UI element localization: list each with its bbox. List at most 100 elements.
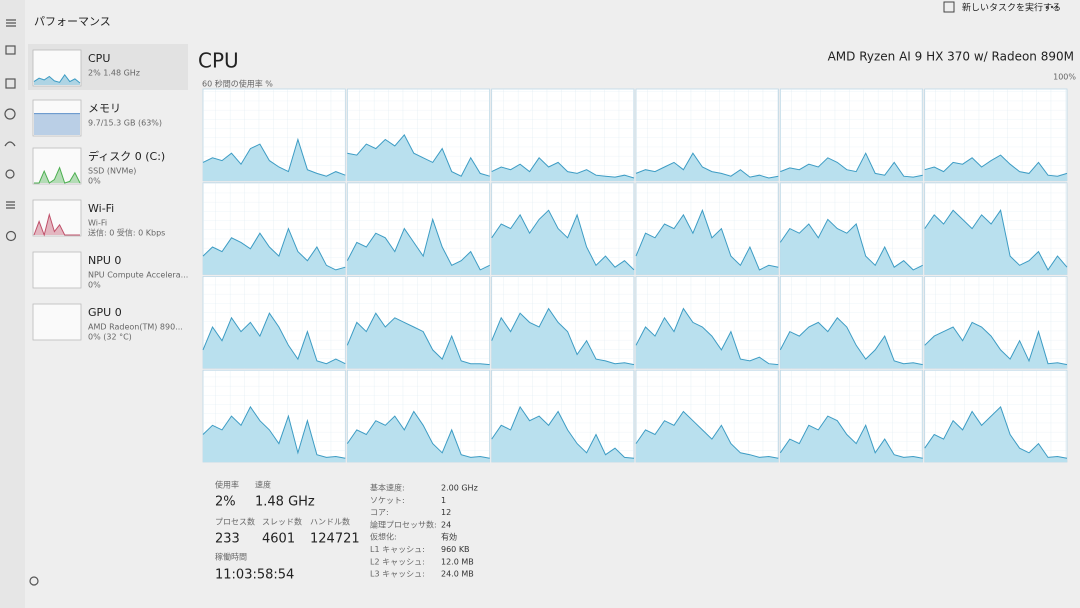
core-graph-area <box>491 157 634 181</box>
performance-icon[interactable] <box>5 78 16 89</box>
core-graph-area <box>780 317 923 369</box>
stat-label: ハンドル数 <box>310 517 350 527</box>
core-graph-line <box>202 405 346 459</box>
sidebar-item-name[interactable]: NPU 0 <box>88 254 121 267</box>
core-graph-line <box>924 154 1068 177</box>
core-graph-area <box>203 228 346 275</box>
core-graph-area <box>347 134 490 181</box>
sidebar-item-name[interactable]: GPU 0 <box>88 306 122 319</box>
settings-icon[interactable] <box>29 576 39 586</box>
run-task-button[interactable]: 新しいタスクを実行する <box>962 2 1061 14</box>
stat-label: 使用率 <box>215 480 239 490</box>
stat-value: 11:03:58:54 <box>215 568 294 583</box>
core-graph-area <box>924 406 1067 462</box>
more-button[interactable] <box>1045 5 1059 9</box>
detail-label: ソケット: <box>370 496 405 505</box>
detail-value: 12 <box>441 508 451 517</box>
detail-value: 960 KB <box>441 545 470 554</box>
sidebar-item-detail: 2% 1.48 GHz <box>88 69 140 78</box>
stat-value: 1.48 GHz <box>255 495 315 510</box>
detail-label: L3 キャッシュ: <box>370 570 425 579</box>
core-graph-line <box>780 152 923 178</box>
detail-label: L2 キャッシュ: <box>370 557 425 566</box>
run-task-icon[interactable] <box>943 1 955 13</box>
detail-label: 論理プロセッサ数: <box>370 519 437 529</box>
sidebar-item-name[interactable]: メモリ <box>88 102 121 115</box>
sidebar-item-detail: AMD Radeon(TM) 890... <box>88 323 183 332</box>
sidebar-item-detail: Wi-Fi <box>88 219 107 228</box>
history-icon[interactable] <box>4 108 16 120</box>
main-title: CPU <box>198 49 239 73</box>
page-title: パフォーマンス <box>34 15 111 28</box>
core-graph-line <box>346 312 490 366</box>
users-icon[interactable] <box>5 169 15 179</box>
startup-icon[interactable] <box>4 141 16 147</box>
thumb-area <box>34 74 80 85</box>
sidebar-item-detail: 送信: 0 受信: 0 Kbps <box>88 228 165 238</box>
core-graph-area <box>203 313 346 369</box>
core-graph-area <box>347 219 490 275</box>
thumb-frame[interactable] <box>32 99 82 137</box>
core-graph-line <box>347 134 490 177</box>
stat-label: スレッド数 <box>262 517 302 527</box>
core-graph-line <box>346 410 490 459</box>
stat-label: 速度 <box>255 480 271 490</box>
core-graph-line <box>202 227 346 271</box>
core-graph-area <box>636 411 779 462</box>
detail-value: 24.0 MB <box>441 570 474 579</box>
core-graph-area <box>780 153 923 181</box>
thumb-line <box>33 73 81 84</box>
thumb-frame[interactable] <box>32 199 82 237</box>
core-graph-line <box>779 317 923 366</box>
sidebar-item-detail: 0% <box>88 281 101 290</box>
core-graph-area <box>491 406 634 462</box>
core-graph-area <box>780 416 923 462</box>
detail-value: 有効 <box>441 532 457 542</box>
thumb-frame[interactable] <box>32 303 82 341</box>
thumb-frame[interactable] <box>32 49 82 87</box>
core-graph-line <box>779 415 923 459</box>
core-graph-area <box>636 210 779 275</box>
thumb-area <box>34 113 80 135</box>
thumb-frame[interactable] <box>32 251 82 289</box>
sidebar-item-detail: SSD (NVMe) <box>88 167 136 176</box>
nav-icons <box>4 19 39 586</box>
core-graph-line <box>924 321 1068 366</box>
processes-icon[interactable] <box>5 45 16 55</box>
core-graph-grid <box>491 89 634 181</box>
details-icon[interactable] <box>6 201 15 209</box>
core-graph-line <box>202 312 346 365</box>
core-graph-area <box>780 219 923 275</box>
core-graph-line <box>346 217 490 271</box>
core-graph-area <box>347 313 490 369</box>
stat-value: 233 <box>215 532 240 547</box>
core-graph-area <box>491 308 634 369</box>
detail-value: 12.0 MB <box>441 557 474 566</box>
sidebar-item-detail: 0% <box>88 177 101 186</box>
sidebar-item-name[interactable]: Wi-Fi <box>88 202 114 215</box>
core-graph-line <box>924 209 1068 271</box>
services-icon[interactable] <box>5 230 17 242</box>
sidebar-item-name[interactable]: CPU <box>88 52 110 65</box>
cpu-model: AMD Ryzen AI 9 HX 370 w/ Radeon 890M <box>828 50 1074 64</box>
core-graph-area <box>203 139 346 181</box>
graph-max: 100% <box>1053 73 1076 82</box>
core-graph-area <box>924 322 1067 369</box>
core-graph-line <box>635 152 779 179</box>
stat-label: プロセス数 <box>215 517 255 527</box>
core-graph-area <box>491 210 634 275</box>
core-graph-area <box>636 153 779 181</box>
sidebar-item-name[interactable]: ディスク 0 (C:) <box>88 149 165 163</box>
detail-value: 24 <box>441 520 451 529</box>
menu-icon[interactable] <box>6 19 16 27</box>
core-graph-line <box>779 218 923 271</box>
core-graph-line <box>491 405 635 459</box>
sidebar-item-detail: 9.7/15.3 GB (63%) <box>88 119 162 128</box>
thumb-line <box>33 212 80 237</box>
thumb-line <box>34 166 81 184</box>
core-graph-area <box>636 308 779 369</box>
sidebar-item-detail: NPU Compute Accelera... <box>88 271 188 280</box>
core-graph-line <box>491 307 635 366</box>
core-graph-area <box>924 155 1067 181</box>
